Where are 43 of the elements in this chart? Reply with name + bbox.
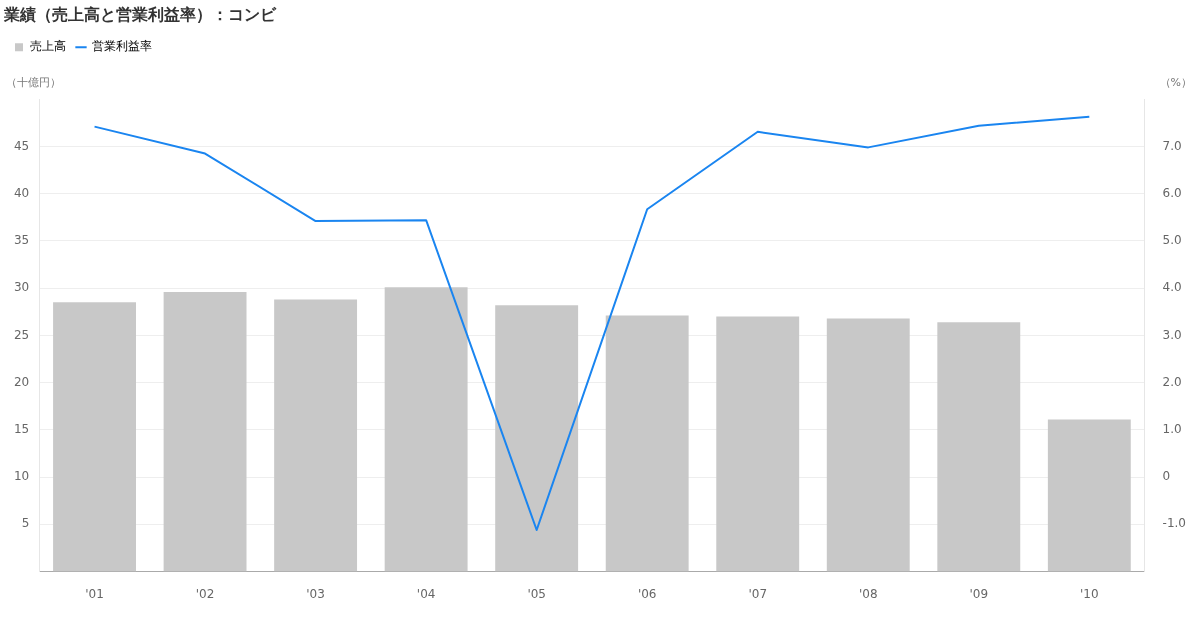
x-tick-label: '07 [748,586,768,601]
y2-tick-label: 3.0 [1162,327,1182,342]
y-tick-label: 40 [13,185,30,200]
bar [384,287,468,572]
bar [826,318,910,572]
y2-tick-label: 2.0 [1162,374,1182,389]
x-tick-label: '09 [969,586,989,601]
y-tick-label: 30 [13,280,30,295]
bar [53,302,136,572]
y-tick-label: 35 [13,233,30,248]
y2-tick-label: 4.0 [1162,280,1182,295]
x-tick-label: '08 [858,586,878,601]
y2-tick-label: 7.0 [1162,138,1182,153]
x-tick-label: '10 [1080,586,1099,601]
bar [937,322,1021,572]
y2-axis-title: （%） [1159,76,1192,90]
bar [274,299,358,572]
y-tick-label: 15 [13,422,30,437]
x-tick-label: '01 [85,586,104,601]
bar [163,291,247,572]
y-tick-label: 5 [21,516,30,531]
bar [1047,419,1131,572]
bar [605,315,689,572]
y-tick-label: 20 [13,374,30,389]
x-tick-label: '02 [195,586,215,601]
y-tick-label: 10 [13,469,30,484]
x-tick-label: '05 [527,586,546,601]
y-tick-label: 45 [13,138,30,153]
y-tick-label: 25 [13,327,30,342]
y2-tick-label: 1.0 [1162,422,1182,437]
chart-title: 業績（売上高と営業利益率）：コンビ [3,4,277,24]
bar [495,305,579,572]
x-tick-label: '04 [416,586,436,601]
y2-tick-label: 6.0 [1162,185,1182,200]
y2-tick-label: -1.0 [1162,516,1187,531]
legend-label: 営業利益率 [92,39,152,54]
x-tick-label: '06 [637,586,657,601]
y2-tick-label: 5.0 [1162,233,1182,248]
y-axis-title: （十億円） [6,76,61,90]
y2-tick-label: 0 [1162,469,1171,484]
x-tick-label: '03 [306,586,325,601]
bar [716,316,800,572]
legend-label: 売上高 [30,39,66,54]
